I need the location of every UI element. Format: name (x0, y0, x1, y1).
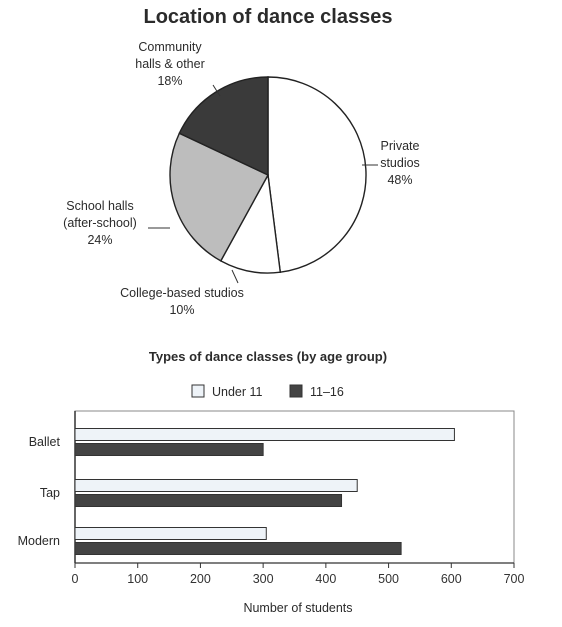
x-tick-label: 600 (441, 572, 462, 586)
pie-slice-3 (178, 76, 269, 177)
pie-leader-line-3 (212, 84, 221, 97)
legend-swatch-0 (191, 384, 205, 398)
x-tick-label: 100 (127, 572, 148, 586)
bar-tap-series-1 (74, 494, 343, 507)
pie-slice-value-label: 48% (387, 173, 412, 187)
pie-slice-label: Community (138, 40, 202, 54)
legend-swatch-1 (289, 384, 303, 398)
x-tick-label: 300 (253, 572, 274, 586)
x-axis-label: Number of students (243, 601, 352, 615)
category-label: Tap (40, 486, 60, 500)
bar-ballet-series-0 (74, 428, 455, 441)
bar-modern-series-1 (74, 542, 402, 555)
pie-slice-value-label: 10% (169, 303, 194, 317)
pie-slice-value-label: 24% (87, 233, 112, 247)
x-tick-label: 0 (72, 572, 79, 586)
pie-chart-title: Location of dance classes (144, 6, 393, 28)
x-tick-label: 200 (190, 572, 211, 586)
legend-entry-0: Under 11 (212, 385, 263, 399)
pie-slice-label: College-based studios (120, 286, 244, 300)
pie-slice-label: studios (380, 156, 420, 170)
pie-slice-2 (169, 132, 269, 262)
pie-slice-label: (after-school) (63, 216, 137, 230)
pie-leader-line-1 (231, 269, 239, 284)
bar-tap-series-0 (74, 479, 358, 492)
pie-slice-label: School halls (66, 199, 133, 213)
bar-ballet-series-1 (74, 443, 264, 456)
x-tick-label: 700 (504, 572, 525, 586)
pie-slice-0 (267, 76, 367, 274)
pie-slice-value-label: 18% (157, 74, 182, 88)
bar-chart-legend: Under 11 11–16 (191, 384, 344, 399)
pie-slice-label: Private (381, 139, 420, 153)
pie-chart: Private studios 48% College-based studios 10… (63, 40, 420, 317)
legend-entry-1: 11–16 (310, 385, 344, 399)
x-tick-label: 400 (315, 572, 336, 586)
x-tick-label: 500 (378, 572, 399, 586)
bar-chart: 0 100 200 300 400 500 600 700 Ballet Tap Modern (18, 410, 525, 586)
category-label: Modern (18, 534, 60, 548)
pie-slice-label: halls & other (135, 57, 204, 71)
category-label: Ballet (29, 435, 61, 449)
bar-chart-title: Types of dance classes (by age group) (149, 349, 387, 364)
bar-modern-series-0 (74, 527, 267, 540)
